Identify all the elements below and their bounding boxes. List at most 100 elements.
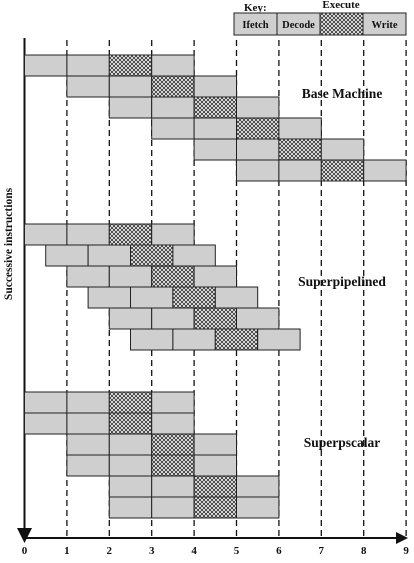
y-axis-label: Successive instructions [3,187,15,300]
superscalar-instr-6-write [236,496,280,519]
base-instr-6-ifetch [236,159,280,182]
time-ticks: 0 1 2 3 4 5 6 7 8 9 [22,545,410,557]
label-superpipelined: Superpipelined [298,274,386,289]
label-base-machine: Base Machine [302,86,383,101]
time-tick-9: 9 [403,545,409,557]
base-instr-2-write [193,75,238,98]
base-instr-5-decode [236,138,280,161]
base-instr-2-ifetch [66,75,110,98]
superpipelined-instr-5-decode [151,307,195,330]
base-instr-1-decode [66,54,110,77]
superscalar-instr-5-write [236,475,280,498]
base-instr-4-execute [236,117,280,140]
superscalar-instr-3-execute [151,433,195,456]
pipelines [24,54,407,519]
superpipelined-instr-4-decode [130,286,174,309]
superscalar-instr-3-write [193,433,238,456]
superscalar-instr-1-decode [66,391,110,414]
superpipelined-instr-5-ifetch [108,307,153,330]
superpipelined-instr-5-execute [193,307,238,330]
superscalar-instr-3-ifetch [66,433,110,456]
superscalar-instr-3-decode [108,433,153,456]
time-tick-7: 7 [319,545,325,557]
base-instr-1-ifetch [24,54,68,77]
superpipelined-instr-1-execute [108,223,153,246]
key-label-write: Write [371,20,397,31]
superscalar-instr-4-decode [108,454,153,477]
diagram-base [24,54,407,182]
time-tick-3: 3 [149,545,155,557]
base-instr-6-execute [320,159,365,182]
superpipelined-instr-3-execute [151,265,195,288]
time-tick-1: 1 [64,545,70,557]
superscalar-instr-2-decode [66,412,110,435]
key-label-decode: Decode [282,20,315,31]
base-instr-1-execute [108,54,153,77]
superpipelined-instr-5-write [236,307,280,330]
time-tick-5: 5 [234,545,240,557]
time-tick-6: 6 [276,545,282,557]
base-instr-5-write [320,138,365,161]
label-superscalar: Superpscalar [304,435,381,450]
superpipelined-instr-6-ifetch [130,328,174,351]
superscalar-instr-1-execute [108,391,153,414]
superpipelined-instr-2-write [172,244,216,267]
superpipelined-instr-4-execute [172,286,216,309]
superpipelined-instr-1-write [151,223,195,246]
base-instr-4-decode [193,117,238,140]
diagram-superpipelined [24,223,301,351]
superpipelined-instr-6-execute [214,328,259,351]
superscalar-instr-4-execute [151,454,195,477]
base-instr-4-ifetch [151,117,195,140]
superscalar-instr-6-execute [193,496,238,519]
base-instr-3-write [236,96,280,119]
superscalar-instr-4-ifetch [66,454,110,477]
diagram-superscalar [24,391,280,519]
superscalar-instr-6-ifetch [108,496,153,519]
axes: Successive instructions [3,38,408,544]
superpipelined-instr-2-execute [130,244,174,267]
superscalar-instr-5-ifetch [108,475,153,498]
key-label-execute: Execute [322,0,359,11]
superpipelined-instr-3-decode [108,265,153,288]
base-instr-2-execute [151,75,195,98]
superpipelined-instr-1-decode [66,223,110,246]
base-instr-4-write [278,117,322,140]
y-axis-arrowhead [17,528,32,543]
base-instr-2-decode [108,75,153,98]
key-label-ifetch: Ifetch [242,20,268,31]
superpipelined-instr-4-write [214,286,259,309]
superscalar-instr-1-ifetch [24,391,68,414]
superpipelined-instr-4-ifetch [87,286,131,309]
superpipelined-instr-3-write [193,265,238,288]
superscalar-instr-1-write [151,391,195,414]
base-instr-6-decode [278,159,322,182]
base-instr-5-execute [278,138,322,161]
base-instr-5-ifetch [193,138,238,161]
key-legend: Key: Execute Ifetch Decode Write [233,0,407,36]
base-instr-3-execute [193,96,238,119]
x-axis-arrowhead [396,532,408,544]
superscalar-instr-2-write [151,412,195,435]
key-title: Key: [244,2,267,14]
superpipelined-instr-1-ifetch [24,223,68,246]
superpipelined-instr-2-decode [87,244,131,267]
time-tick-0: 0 [22,545,28,557]
time-tick-8: 8 [361,545,367,557]
superpipelined-instr-6-write [257,328,301,351]
base-instr-3-ifetch [108,96,153,119]
time-tick-2: 2 [107,545,113,557]
superpipelined-instr-3-ifetch [66,265,110,288]
key-box-execute [319,12,364,36]
superpipelined-instr-2-ifetch [45,244,89,267]
time-tick-4: 4 [191,545,197,557]
superscalar-instr-5-decode [151,475,195,498]
superscalar-instr-6-decode [151,496,195,519]
key-box-write [362,12,407,36]
superscalar-instr-2-execute [108,412,153,435]
base-instr-6-write [363,159,407,182]
superscalar-instr-2-ifetch [24,412,68,435]
superscalar-instr-4-write [193,454,238,477]
base-instr-3-decode [151,96,195,119]
